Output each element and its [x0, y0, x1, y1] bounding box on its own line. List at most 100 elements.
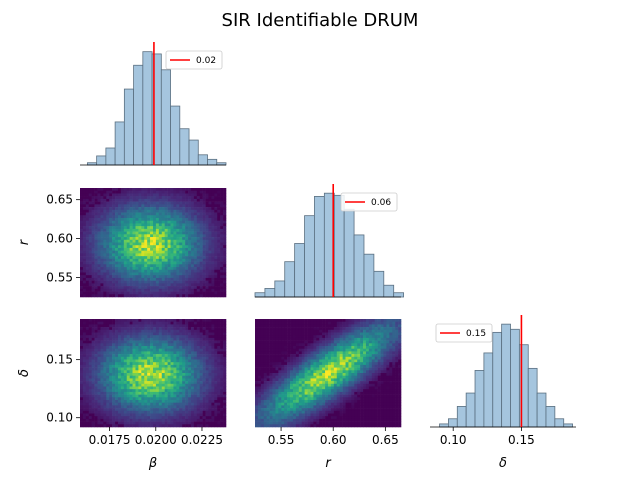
heatmap-cell — [83, 319, 86, 322]
heatmap-cell — [168, 338, 171, 341]
heatmap-cell — [343, 357, 346, 360]
heatmap-cell — [144, 286, 147, 289]
heatmap-cell — [124, 322, 127, 325]
heatmap-cell — [153, 389, 156, 392]
heatmap-cell — [112, 275, 115, 278]
heatmap-cell — [133, 411, 136, 414]
heatmap-cell — [165, 335, 168, 338]
heatmap-cell — [220, 343, 223, 346]
heatmap-cell — [109, 411, 112, 414]
heatmap-cell — [95, 405, 98, 408]
heatmap-cell — [135, 259, 138, 262]
heatmap-cell — [133, 392, 136, 395]
heatmap-cell — [156, 202, 159, 205]
heatmap-cell — [337, 357, 340, 360]
heatmap-cell — [325, 354, 328, 357]
heatmap-cell — [80, 226, 83, 229]
heatmap-cell — [95, 403, 98, 406]
heatmap-cell — [378, 341, 381, 344]
heatmap-cell — [92, 270, 95, 273]
heatmap-cell — [223, 256, 226, 259]
heatmap-cell — [398, 333, 401, 336]
heatmap-cell — [135, 392, 138, 395]
heatmap-cell — [156, 424, 159, 427]
heatmap-cell — [92, 240, 95, 243]
heatmap-cell — [200, 218, 203, 221]
heatmap-cell — [168, 389, 171, 392]
heatmap-cell — [83, 424, 86, 427]
heatmap-cell — [188, 272, 191, 275]
heatmap-cell — [331, 357, 334, 360]
heatmap-cell — [197, 422, 200, 425]
heatmap-cell — [197, 403, 200, 406]
heatmap-cell — [206, 229, 209, 232]
heatmap-cell — [168, 392, 171, 395]
heatmap-cell — [363, 327, 366, 330]
heatmap-cell — [197, 376, 200, 379]
heatmap-cell — [354, 365, 357, 368]
heatmap-cell — [124, 319, 127, 322]
heatmap-cell — [267, 327, 270, 330]
heatmap-cell — [124, 281, 127, 284]
heatmap-cell — [176, 196, 179, 199]
heatmap-cell — [147, 267, 150, 270]
heatmap-cell — [103, 395, 106, 398]
heatmap-cell — [354, 360, 357, 363]
heatmap-cell — [392, 357, 395, 360]
heatmap-cell — [203, 414, 206, 417]
heatmap-cell — [203, 229, 206, 232]
heatmap-cell — [310, 351, 313, 354]
heatmap-cell — [171, 414, 174, 417]
heatmap-cell — [381, 362, 384, 365]
heatmap-cell — [80, 376, 83, 379]
heatmap-cell — [162, 270, 165, 273]
heatmap-cell — [144, 210, 147, 213]
heatmap-cell — [86, 204, 89, 207]
heatmap-cell — [173, 384, 176, 387]
heatmap-cell — [328, 365, 331, 368]
heatmap-cell — [264, 335, 267, 338]
heatmap-cell — [112, 283, 115, 286]
heatmap-cell — [103, 259, 106, 262]
heatmap-cell — [106, 422, 109, 425]
heatmap-cell — [150, 283, 153, 286]
heatmap-cell — [223, 381, 226, 384]
heatmap-cell — [100, 389, 103, 392]
heatmap-cell — [153, 403, 156, 406]
heatmap-cell — [173, 289, 176, 292]
heatmap-cell — [346, 343, 349, 346]
heatmap-cell — [200, 400, 203, 403]
heatmap-cell — [354, 324, 357, 327]
hist-beta-legend-label: 0.02 — [196, 56, 216, 66]
heatmap-cell — [121, 204, 124, 207]
heatmap-cell — [287, 354, 290, 357]
heatmap-cell — [133, 286, 136, 289]
heatmap-cell — [264, 341, 267, 344]
heatmap-cell — [343, 354, 346, 357]
heatmap-cell — [173, 378, 176, 381]
heatmap-cell — [162, 267, 165, 270]
heatmap-cell — [106, 253, 109, 256]
heatmap-cell — [83, 275, 86, 278]
heatmap-cell — [188, 368, 191, 371]
heatmap-cell — [159, 202, 162, 205]
heatmap-cell — [86, 264, 89, 267]
heatmap-cell — [383, 351, 386, 354]
heatmap-cell — [208, 202, 211, 205]
heatmap-cell — [144, 424, 147, 427]
heatmap-cell — [153, 283, 156, 286]
heatmap-cell — [223, 384, 226, 387]
heatmap-cell — [92, 349, 95, 352]
heatmap-cell — [200, 275, 203, 278]
heatmap-cell — [83, 294, 86, 297]
heatmap-cell — [185, 245, 188, 248]
heatmap-cell — [208, 234, 211, 237]
heatmap-cell — [153, 400, 156, 403]
heatmap-cell — [127, 322, 130, 325]
heatmap-cell — [185, 395, 188, 398]
heatmap-cell — [118, 405, 121, 408]
heatmap-cell — [194, 365, 197, 368]
heatmap-cell — [217, 210, 220, 213]
heatmap-cell — [369, 346, 372, 349]
heatmap-cell — [223, 281, 226, 284]
